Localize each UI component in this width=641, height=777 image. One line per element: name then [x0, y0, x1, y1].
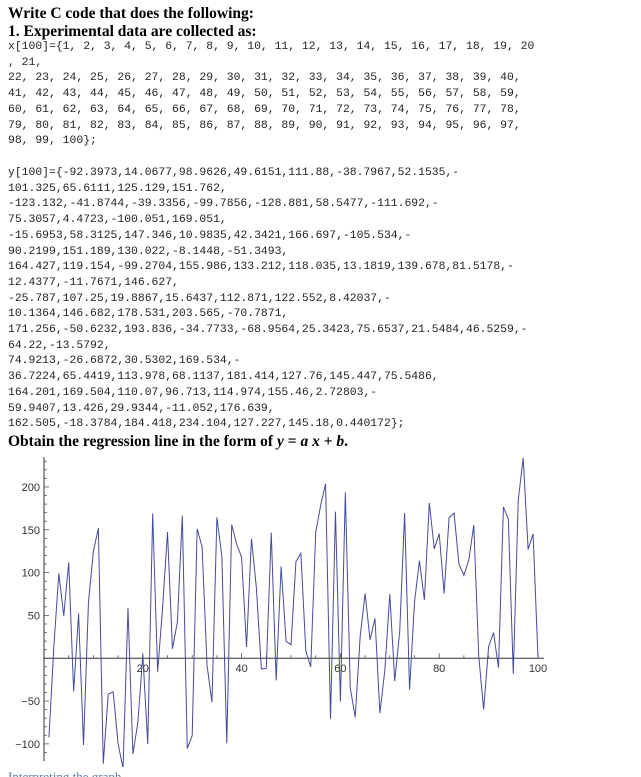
y-tick-label: 100: [22, 568, 40, 580]
task-period: .: [344, 433, 349, 450]
y-tick-label: −100: [15, 739, 40, 751]
step-1-heading: 1. Experimental data are collected as:: [8, 23, 257, 40]
x-tick-label: 100: [529, 663, 547, 675]
y-tick-label: 150: [22, 525, 40, 537]
problem-title: Write C code that does the following:: [8, 5, 254, 22]
regression-task: Obtain the regression line in the form o…: [8, 433, 348, 450]
y-tick-label: 50: [28, 610, 40, 622]
y-tick-label: 200: [22, 482, 40, 494]
task-b-var: b: [336, 433, 345, 450]
y-array-code: y[100]={-92.3973,14.0677,98.9626,49.6151…: [8, 167, 528, 431]
data-series-line: [48, 457, 539, 767]
x-tick-label: 20: [137, 663, 149, 675]
task-x-var: x: [312, 433, 320, 450]
plot-ticks: −100 −50 50 100 150 200 20 40 60 80 100: [15, 460, 547, 753]
x-array-code: x[100]={1, 2, 3, 4, 5, 6, 7, 8, 9, 10, 1…: [8, 41, 535, 148]
task-plus: +: [319, 433, 337, 450]
next-section-text: Interpreting the graph: [8, 770, 121, 777]
task-equals: =: [283, 433, 301, 450]
y-tick-label: −50: [21, 696, 40, 708]
task-y-var: y: [276, 433, 284, 450]
data-line-plot: −100 −50 50 100 150 200 20 40 60 80 100: [15, 457, 547, 767]
x-tick-label: 80: [433, 663, 445, 675]
task-prefix: Obtain the regression line in the form o…: [8, 433, 277, 450]
task-a-var: a: [300, 433, 309, 450]
x-tick-label: 40: [235, 663, 247, 675]
plot-axes: [43, 457, 544, 761]
x-tick-label: 60: [334, 663, 346, 675]
